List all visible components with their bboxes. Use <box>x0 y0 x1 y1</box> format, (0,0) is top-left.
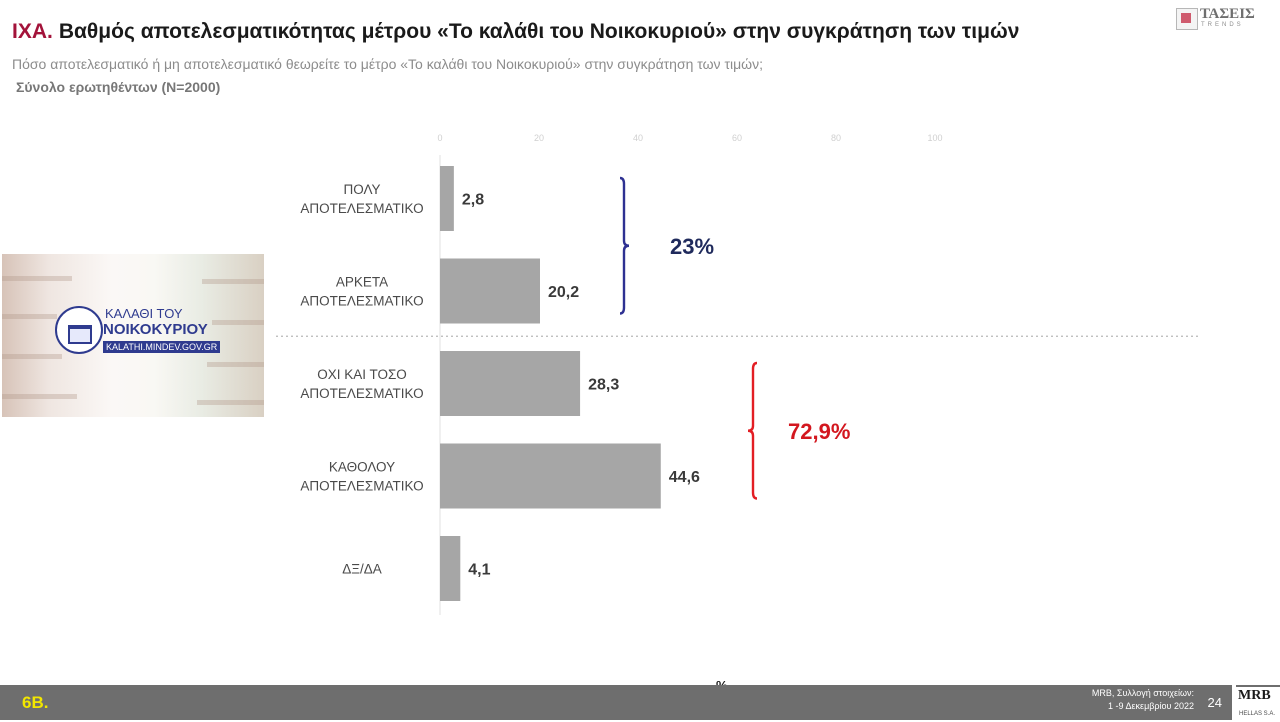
footer-bar: 6B. MRB, Συλλογή στοιχείων: 1 -9 Δεκεμβρ… <box>0 685 1232 720</box>
question-text: Πόσο αποτελεσματικό ή μη αποτελεσματικό … <box>12 56 763 72</box>
bar <box>440 258 540 324</box>
section-number: IXA. <box>12 20 53 43</box>
category-label: ΑΠΟΤΕΛΕΣΜΑΤΙΚΟ <box>300 294 423 309</box>
page-number: 24 <box>1207 695 1222 710</box>
category-label: ΑΠΟΤΕΛΕΣΜΑΤΙΚΟ <box>300 479 423 494</box>
x-tick-label: 0 <box>437 133 442 143</box>
x-tick-label: 20 <box>534 133 544 143</box>
mrb-logo: MRB HELLAS S.A. <box>1236 685 1280 722</box>
title-text: Βαθμός αποτελεσματικότητας μέτρου «Το κα… <box>58 20 1020 43</box>
mrb-logo-sub: HELLAS S.A. <box>1239 711 1276 717</box>
source-line2: 1 -9 Δεκεμβρίου 2022 <box>1108 701 1194 711</box>
group-total-label: 23% <box>670 234 714 259</box>
kalathi-line1: ΚΑΛΑΘΙ ΤΟΥ <box>105 306 183 321</box>
bar <box>440 536 461 601</box>
kalathi-logo: ΚΑΛΑΘΙ ΤΟΥ ΝΟΙΚΟΚΥΡΙΟΥ KALATHI.MINDEV.GO… <box>55 304 221 366</box>
section-code: 6B. <box>22 693 49 712</box>
x-tick-label: 40 <box>633 133 643 143</box>
kalathi-line2: ΝΟΙΚΟΚΥΡΙΟΥ <box>103 321 208 338</box>
group-bracket <box>747 361 758 500</box>
bar <box>440 443 661 509</box>
category-label: ΟΧΙ ΚΑΙ ΤΟΣΟ <box>317 367 407 382</box>
source-line1: MRB, Συλλογή στοιχείων: <box>1091 688 1194 698</box>
category-label: ΑΠΟΤΕΛΕΣΜΑΤΙΚΟ <box>300 201 423 216</box>
trends-logo-icon <box>1176 8 1198 30</box>
group-total-label: 72,9% <box>788 419 850 444</box>
data-label: 20,2 <box>548 284 579 301</box>
data-label: 2,8 <box>462 192 484 209</box>
bar <box>440 166 454 231</box>
category-label: ΚΑΘΟΛΟΥ <box>329 460 395 475</box>
mrb-logo-text: MRB <box>1238 688 1271 703</box>
logo-sub: TRENDS <box>1201 22 1244 28</box>
page-title: IXA. Βαθμός αποτελεσματικότητας μέτρου «Τ… <box>12 20 1019 44</box>
category-label: ΠΟΛΥ <box>343 182 380 197</box>
bar <box>440 351 581 416</box>
x-tick-label: 100 <box>927 133 942 143</box>
base-text: Σύνολο ερωτηθέντων (N=2000) <box>16 79 221 95</box>
shopping-basket-icon <box>55 306 103 354</box>
trends-logo: ΤΑΣΕΙΣ TRENDS <box>1176 6 1268 30</box>
x-tick-label: 80 <box>831 133 841 143</box>
data-label: 4,1 <box>468 562 490 579</box>
supermarket-photo: ΚΑΛΑΘΙ ΤΟΥ ΝΟΙΚΟΚΥΡΙΟΥ KALATHI.MINDEV.GO… <box>2 254 264 417</box>
logo-brand: ΤΑΣΕΙΣ <box>1200 6 1255 22</box>
x-tick-label: 60 <box>732 133 742 143</box>
category-label: ΔΞ/ΔΑ <box>342 562 382 577</box>
data-label: 44,6 <box>669 469 700 486</box>
category-label: ΑΠΟΤΕΛΕΣΜΑΤΙΚΟ <box>300 386 423 401</box>
data-label: 28,3 <box>588 377 619 394</box>
kalathi-url: KALATHI.MINDEV.GOV.GR <box>103 341 221 353</box>
group-bracket <box>619 176 630 315</box>
category-label: ΑΡΚΕΤΑ <box>336 275 388 290</box>
